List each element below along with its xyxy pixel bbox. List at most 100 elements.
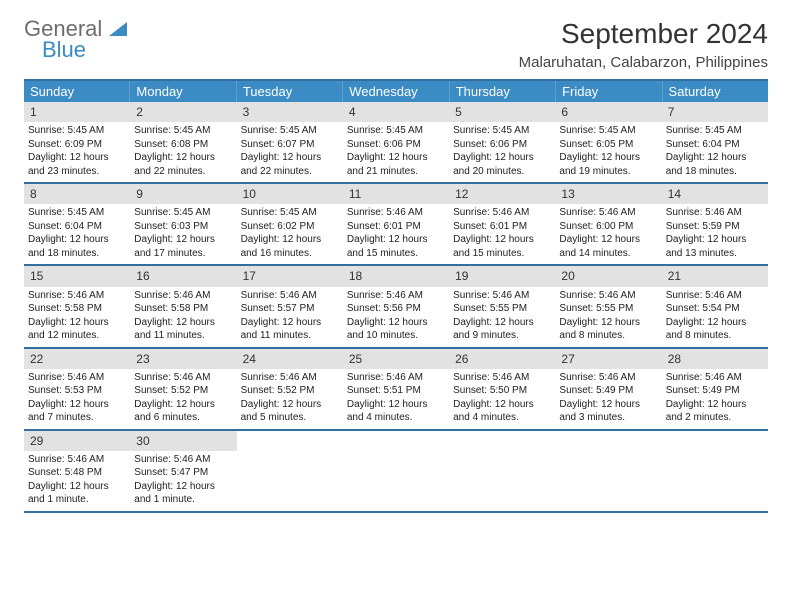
sunset-text: Sunset: 5:52 PM — [241, 384, 339, 398]
sunset-text: Sunset: 6:03 PM — [134, 220, 232, 234]
calendar-week: 1Sunrise: 5:45 AMSunset: 6:09 PMDaylight… — [24, 102, 768, 184]
sunset-text: Sunset: 6:06 PM — [453, 138, 551, 152]
day-body: Sunrise: 5:46 AMSunset: 5:48 PMDaylight:… — [24, 451, 130, 511]
daylight-line1: Daylight: 12 hours — [666, 316, 764, 330]
page-title: September 2024 — [519, 18, 768, 50]
calendar-day: 2Sunrise: 5:45 AMSunset: 6:08 PMDaylight… — [130, 102, 236, 182]
calendar-day: 5Sunrise: 5:45 AMSunset: 6:06 PMDaylight… — [449, 102, 555, 182]
calendar-day: 11Sunrise: 5:46 AMSunset: 6:01 PMDayligh… — [343, 184, 449, 264]
calendar-day — [555, 431, 661, 511]
day-number: 15 — [24, 266, 130, 286]
day-body: Sunrise: 5:46 AMSunset: 5:53 PMDaylight:… — [24, 369, 130, 429]
day-number: 24 — [237, 349, 343, 369]
daylight-line1: Daylight: 12 hours — [453, 233, 551, 247]
calendar-day: 8Sunrise: 5:45 AMSunset: 6:04 PMDaylight… — [24, 184, 130, 264]
sunrise-text: Sunrise: 5:46 AM — [347, 206, 445, 220]
daylight-line2: and 13 minutes. — [666, 247, 764, 261]
calendar-day: 9Sunrise: 5:45 AMSunset: 6:03 PMDaylight… — [130, 184, 236, 264]
sunrise-text: Sunrise: 5:46 AM — [666, 371, 764, 385]
day-number: 27 — [555, 349, 661, 369]
calendar-day: 19Sunrise: 5:46 AMSunset: 5:55 PMDayligh… — [449, 266, 555, 346]
daylight-line1: Daylight: 12 hours — [453, 151, 551, 165]
sunrise-text: Sunrise: 5:46 AM — [28, 289, 126, 303]
calendar-day: 7Sunrise: 5:45 AMSunset: 6:04 PMDaylight… — [662, 102, 768, 182]
daylight-line2: and 16 minutes. — [241, 247, 339, 261]
calendar-day: 14Sunrise: 5:46 AMSunset: 5:59 PMDayligh… — [662, 184, 768, 264]
daylight-line2: and 7 minutes. — [28, 411, 126, 425]
day-body: Sunrise: 5:46 AMSunset: 5:56 PMDaylight:… — [343, 287, 449, 347]
sunset-text: Sunset: 6:07 PM — [241, 138, 339, 152]
daylight-line2: and 4 minutes. — [347, 411, 445, 425]
day-body: Sunrise: 5:46 AMSunset: 5:50 PMDaylight:… — [449, 369, 555, 429]
calendar-day: 10Sunrise: 5:45 AMSunset: 6:02 PMDayligh… — [237, 184, 343, 264]
daylight-line1: Daylight: 12 hours — [134, 316, 232, 330]
daylight-line2: and 11 minutes. — [241, 329, 339, 343]
calendar-day — [449, 431, 555, 511]
sunrise-text: Sunrise: 5:46 AM — [347, 371, 445, 385]
day-body: Sunrise: 5:45 AMSunset: 6:07 PMDaylight:… — [237, 122, 343, 182]
day-body: Sunrise: 5:46 AMSunset: 5:52 PMDaylight:… — [237, 369, 343, 429]
day-number: 3 — [237, 102, 343, 122]
sunset-text: Sunset: 5:57 PM — [241, 302, 339, 316]
sunset-text: Sunset: 5:50 PM — [453, 384, 551, 398]
sunrise-text: Sunrise: 5:45 AM — [241, 206, 339, 220]
calendar-day: 17Sunrise: 5:46 AMSunset: 5:57 PMDayligh… — [237, 266, 343, 346]
daylight-line2: and 12 minutes. — [28, 329, 126, 343]
sunrise-text: Sunrise: 5:46 AM — [134, 371, 232, 385]
sunset-text: Sunset: 5:59 PM — [666, 220, 764, 234]
sunset-text: Sunset: 5:49 PM — [559, 384, 657, 398]
daylight-line1: Daylight: 12 hours — [134, 480, 232, 494]
day-body: Sunrise: 5:45 AMSunset: 6:03 PMDaylight:… — [130, 204, 236, 264]
calendar-day: 6Sunrise: 5:45 AMSunset: 6:05 PMDaylight… — [555, 102, 661, 182]
sunrise-text: Sunrise: 5:46 AM — [559, 371, 657, 385]
day-number: 12 — [449, 184, 555, 204]
day-body: Sunrise: 5:45 AMSunset: 6:04 PMDaylight:… — [24, 204, 130, 264]
daylight-line2: and 9 minutes. — [453, 329, 551, 343]
sunset-text: Sunset: 5:48 PM — [28, 466, 126, 480]
sunset-text: Sunset: 5:56 PM — [347, 302, 445, 316]
daylight-line1: Daylight: 12 hours — [134, 233, 232, 247]
day-number: 18 — [343, 266, 449, 286]
calendar-day: 4Sunrise: 5:45 AMSunset: 6:06 PMDaylight… — [343, 102, 449, 182]
daylight-line2: and 22 minutes. — [134, 165, 232, 179]
day-body: Sunrise: 5:46 AMSunset: 5:54 PMDaylight:… — [662, 287, 768, 347]
sunset-text: Sunset: 5:52 PM — [134, 384, 232, 398]
daylight-line1: Daylight: 12 hours — [666, 233, 764, 247]
sunset-text: Sunset: 5:47 PM — [134, 466, 232, 480]
day-body: Sunrise: 5:46 AMSunset: 5:55 PMDaylight:… — [449, 287, 555, 347]
daylight-line2: and 19 minutes. — [559, 165, 657, 179]
sunset-text: Sunset: 5:51 PM — [347, 384, 445, 398]
sunrise-text: Sunrise: 5:46 AM — [666, 289, 764, 303]
calendar-day — [237, 431, 343, 511]
day-number: 25 — [343, 349, 449, 369]
day-body: Sunrise: 5:46 AMSunset: 5:49 PMDaylight:… — [555, 369, 661, 429]
weekday-header-row: SundayMondayTuesdayWednesdayThursdayFrid… — [24, 81, 768, 102]
daylight-line1: Daylight: 12 hours — [559, 398, 657, 412]
sunset-text: Sunset: 6:00 PM — [559, 220, 657, 234]
calendar-day: 29Sunrise: 5:46 AMSunset: 5:48 PMDayligh… — [24, 431, 130, 511]
day-number: 8 — [24, 184, 130, 204]
sunrise-text: Sunrise: 5:46 AM — [28, 371, 126, 385]
daylight-line1: Daylight: 12 hours — [28, 316, 126, 330]
sunset-text: Sunset: 6:01 PM — [453, 220, 551, 234]
daylight-line2: and 22 minutes. — [241, 165, 339, 179]
daylight-line2: and 23 minutes. — [28, 165, 126, 179]
daylight-line1: Daylight: 12 hours — [559, 151, 657, 165]
calendar-day — [343, 431, 449, 511]
sunrise-text: Sunrise: 5:45 AM — [134, 124, 232, 138]
calendar-day: 13Sunrise: 5:46 AMSunset: 6:00 PMDayligh… — [555, 184, 661, 264]
day-number: 7 — [662, 102, 768, 122]
day-number: 4 — [343, 102, 449, 122]
daylight-line2: and 8 minutes. — [666, 329, 764, 343]
daylight-line2: and 18 minutes. — [666, 165, 764, 179]
day-number: 16 — [130, 266, 236, 286]
header: General Blue September 2024 Malaruhatan,… — [24, 18, 768, 71]
sunset-text: Sunset: 6:08 PM — [134, 138, 232, 152]
weekday-header: Wednesday — [343, 81, 449, 102]
day-number: 30 — [130, 431, 236, 451]
daylight-line1: Daylight: 12 hours — [28, 151, 126, 165]
day-body: Sunrise: 5:46 AMSunset: 5:57 PMDaylight:… — [237, 287, 343, 347]
calendar-day: 18Sunrise: 5:46 AMSunset: 5:56 PMDayligh… — [343, 266, 449, 346]
daylight-line1: Daylight: 12 hours — [347, 398, 445, 412]
sunset-text: Sunset: 6:05 PM — [559, 138, 657, 152]
